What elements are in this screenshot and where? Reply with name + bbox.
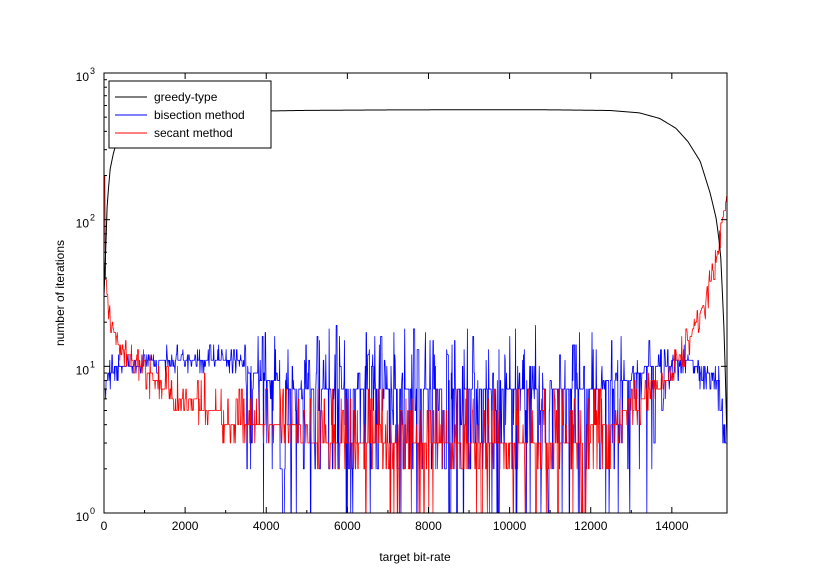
y-tick-label-exp: 2 xyxy=(90,213,95,223)
y-tick-label-base: 10 xyxy=(76,510,90,524)
y-tick-label-base: 10 xyxy=(76,70,90,84)
plot-frame xyxy=(103,72,728,514)
y-axis-label: number of iterations xyxy=(53,240,67,346)
y-tick-label-exp: 0 xyxy=(90,506,95,516)
x-tick-label: 10000 xyxy=(493,519,527,533)
y-tick-label-exp: 3 xyxy=(90,66,95,76)
series-line-bisection-method xyxy=(104,325,727,514)
legend-label: greedy-type xyxy=(154,90,218,104)
x-axis: 0 2000 4000 6000 8000 10000 12000 14000 xyxy=(101,73,689,533)
x-tick-label: 2000 xyxy=(172,519,199,533)
x-tick-label: 4000 xyxy=(253,519,280,533)
x-tick-label: 12000 xyxy=(574,519,608,533)
y-tick-label-base: 10 xyxy=(76,363,90,377)
x-axis-label: target bit-rate xyxy=(379,550,451,564)
x-tick-label: 8000 xyxy=(415,519,442,533)
y-tick-label-exp: 1 xyxy=(90,359,95,369)
legend-label: bisection method xyxy=(154,108,245,122)
x-tick-label: 14000 xyxy=(655,519,689,533)
legend-label: secant method xyxy=(154,126,233,140)
series-line-secant-method xyxy=(104,175,727,514)
x-tick-label: 0 xyxy=(101,519,108,533)
legend: greedy-type bisection method secant method xyxy=(108,80,272,149)
x-tick-label: 6000 xyxy=(334,519,361,533)
y-tick-label-base: 10 xyxy=(76,217,90,231)
